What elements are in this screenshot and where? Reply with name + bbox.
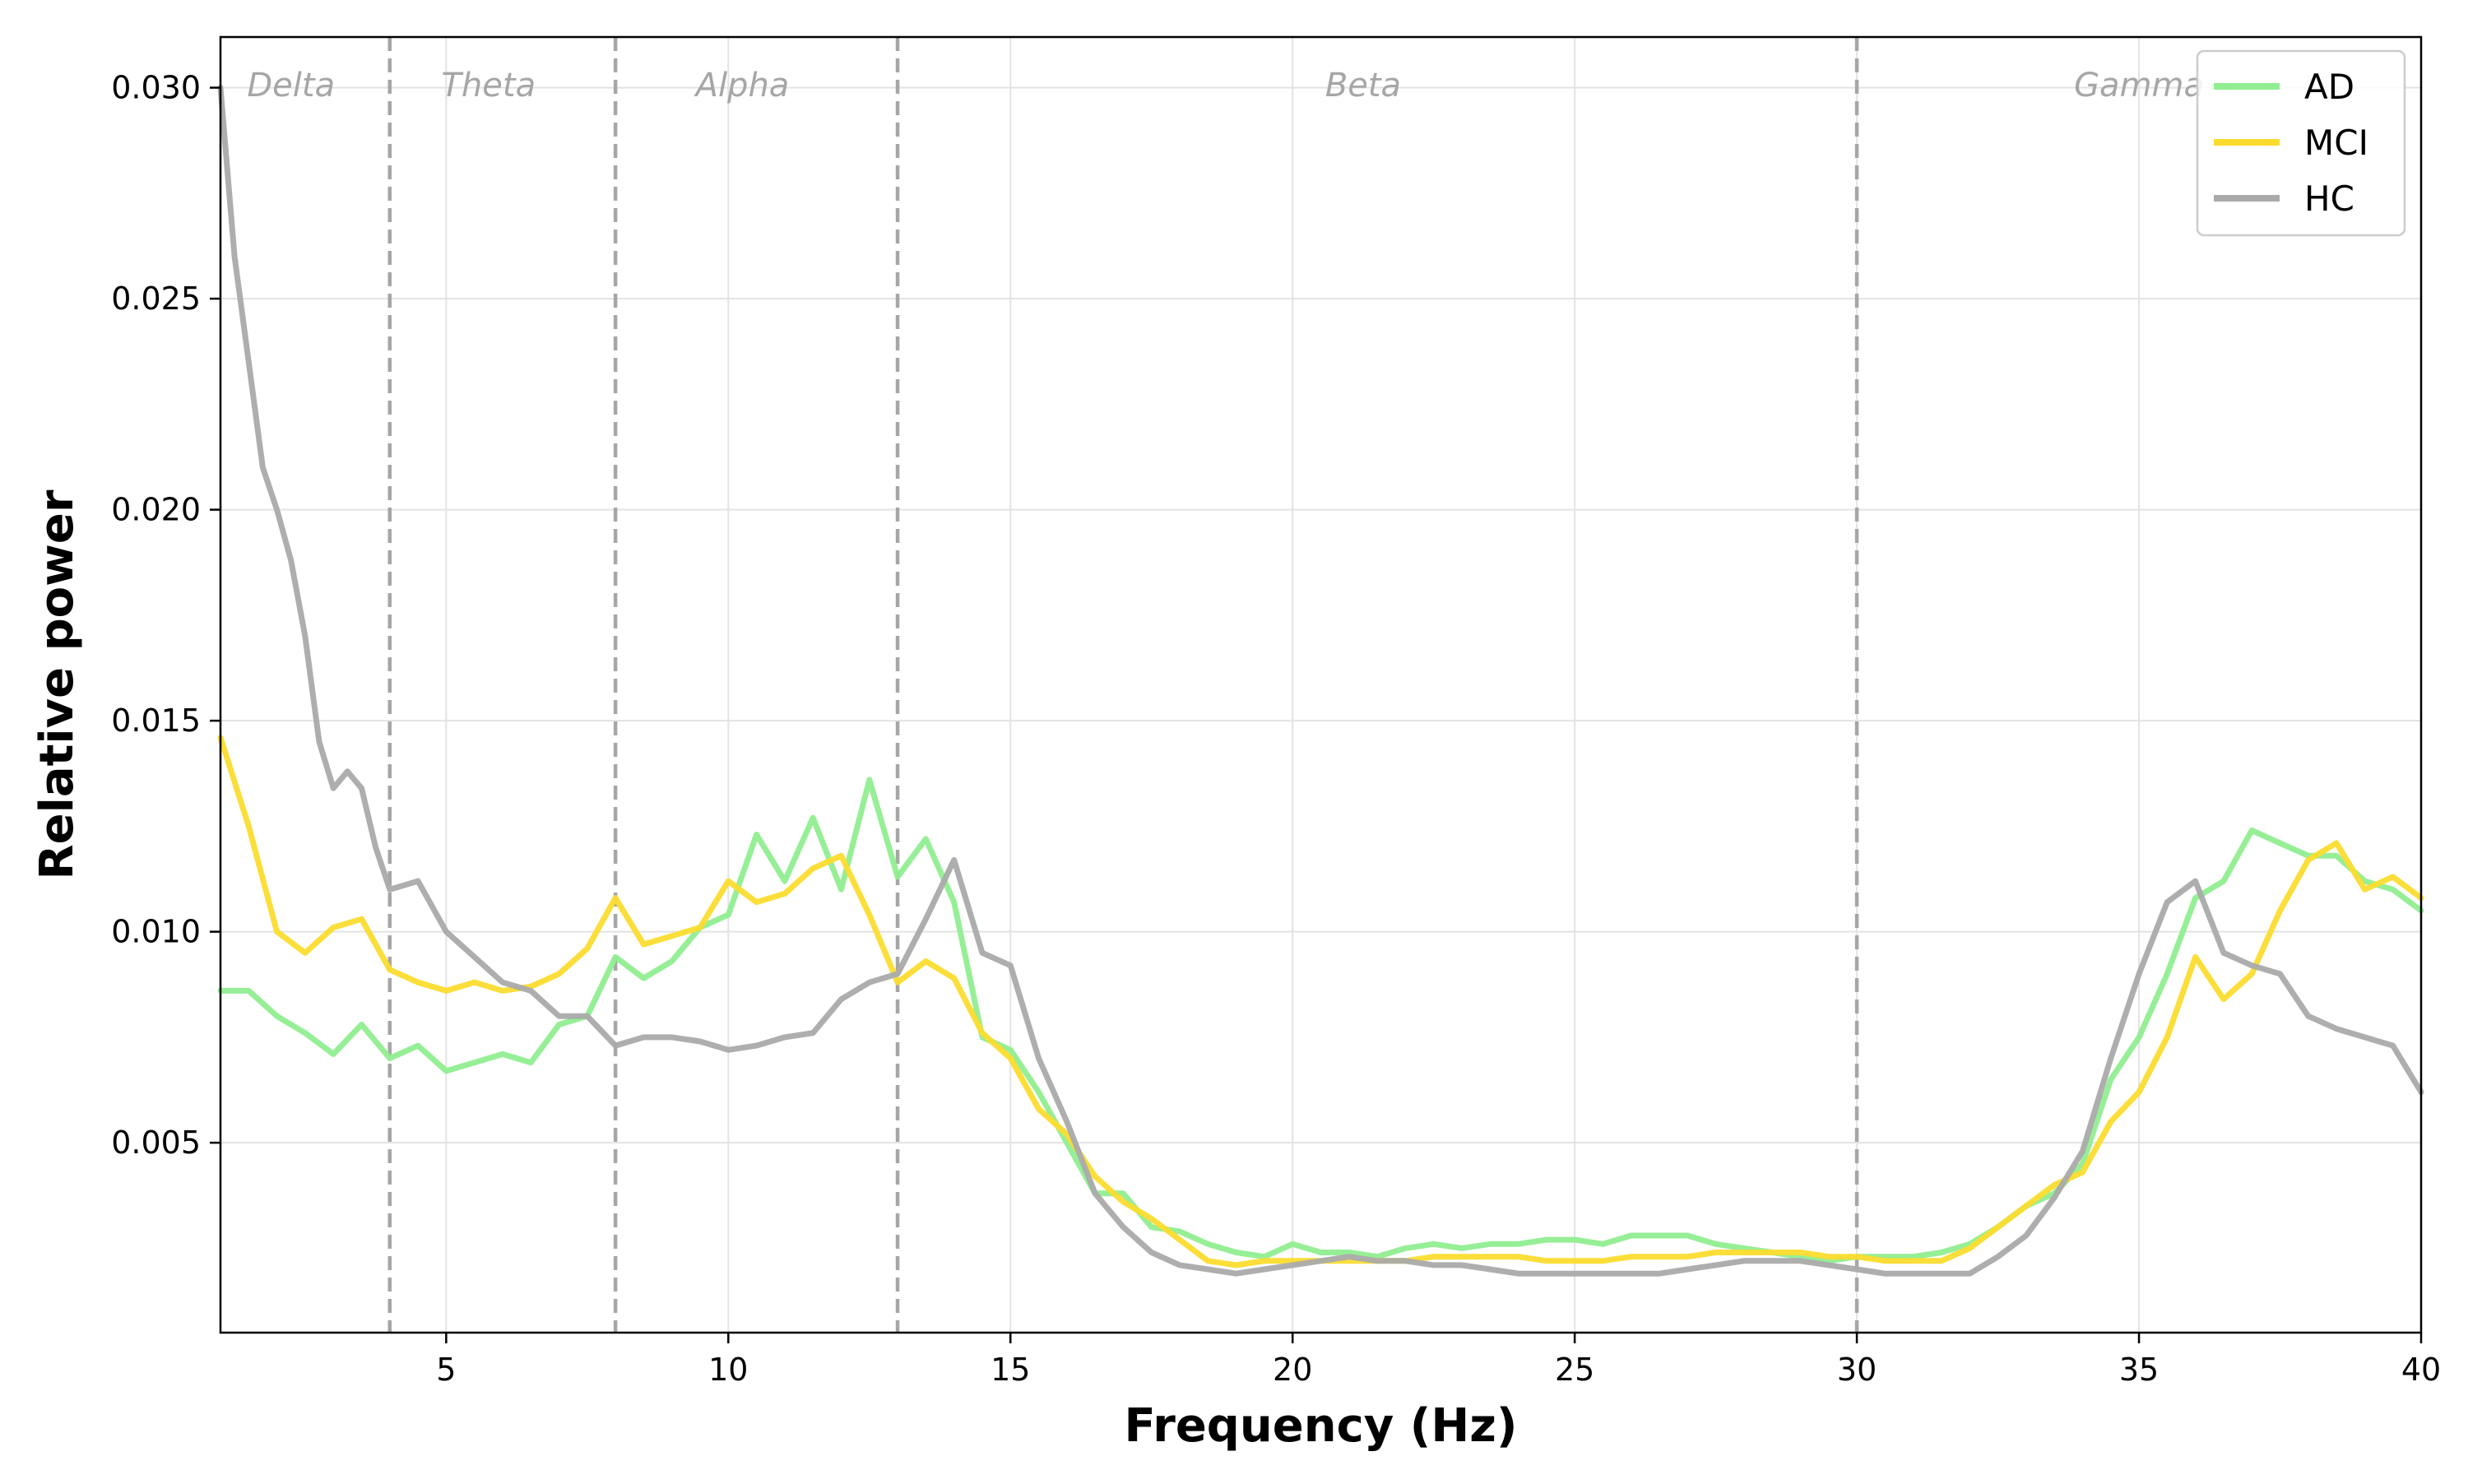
x-tick-label: 40: [2401, 1352, 2441, 1388]
y-axis-label: Relative power: [30, 489, 84, 879]
y-tick-label: 0.005: [111, 1125, 201, 1161]
y-tick-label: 0.020: [111, 492, 201, 528]
band-label-gamma: Gamma: [2074, 67, 2204, 104]
legend: AD MCI HC: [2196, 49, 2406, 237]
y-tick-label: 0.030: [111, 70, 201, 106]
band-label-beta: Beta: [1325, 67, 1401, 104]
x-tick-label: 10: [708, 1352, 748, 1388]
y-tick-label: 0.010: [111, 914, 201, 950]
legend-box: [2196, 49, 2406, 237]
y-tick-label: 0.015: [111, 703, 201, 739]
band-boundaries: [387, 37, 1859, 1333]
band-label-delta: Delta: [247, 67, 335, 104]
legend-label-ad: AD: [2304, 67, 2354, 107]
y-axis-ticks: 0.005 0.010 0.015 0.020 0.025 0.030: [111, 70, 220, 1161]
band-label-alpha: Alpha: [694, 67, 790, 104]
x-tick-label: 25: [1555, 1352, 1594, 1388]
band-labels: Delta Theta Alpha Beta Gamma: [247, 67, 2204, 104]
x-tick-label: 15: [990, 1352, 1030, 1388]
series-lines: [217, 85, 2424, 1277]
series-line-hc: [217, 85, 2424, 1277]
x-axis-label: Frequency (Hz): [1125, 1399, 1518, 1453]
x-tick-label: 20: [1273, 1352, 1312, 1388]
y-tick-label: 0.025: [111, 281, 201, 317]
x-tick-label: 5: [436, 1352, 456, 1388]
x-tick-label: 35: [2119, 1352, 2159, 1388]
x-axis-ticks: 5 10 15 20 25 30 35 40: [436, 1333, 2441, 1388]
plot-area-frame: [219, 35, 2423, 1334]
x-tick-label: 30: [1837, 1352, 1877, 1388]
legend-label-mci: MCI: [2304, 123, 2368, 163]
legend-label-hc: HC: [2304, 179, 2354, 219]
band-label-theta: Theta: [442, 67, 536, 104]
